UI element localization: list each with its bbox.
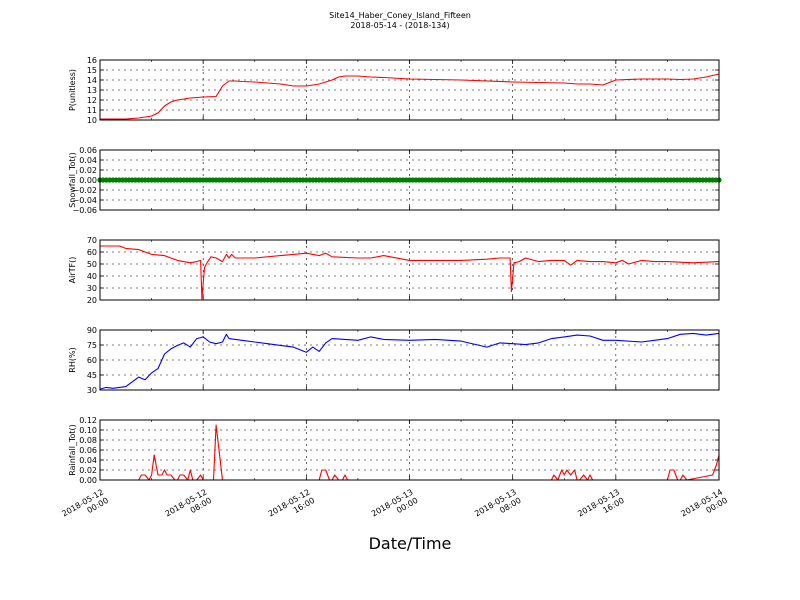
y-tick-label: 0.08 [79,436,97,445]
x-tick-label: 2018-05-1216:00 [267,487,317,526]
y-tick-label: 90 [87,326,97,335]
panel-5: 0.000.020.040.060.080.100.12Rainfall_Tot… [68,416,720,485]
series-line [100,245,720,300]
y-axis-label: Snowfall_Tot() [68,152,77,208]
y-tick-label: 45 [87,371,97,380]
series-line [99,332,720,390]
y-tick-label: 70 [87,236,97,245]
y-tick-label: 0.00 [79,176,97,185]
y-tick-label: 13 [87,86,97,95]
series-line [100,73,720,120]
axes-frame [99,329,720,391]
y-tick-label: 0.06 [79,446,97,455]
y-tick-label: 12 [87,96,97,105]
y-axis-label: AirTF() [68,257,77,284]
y-tick-label: −0.02 [72,186,97,195]
axes-frame [99,419,720,481]
y-tick-label: 10 [87,116,97,125]
y-axis-label: Rainfall_Tot() [68,424,77,476]
axes-frame [99,239,720,301]
x-tick-label: 2018-05-1200:00 [60,487,110,526]
y-tick-label: −0.04 [72,196,97,205]
x-tick-label: 2018-05-1300:00 [370,487,420,526]
y-axis-label: P(unitless) [68,69,77,111]
y-tick-label: 75 [87,341,97,350]
panel-4: 30 45 60 75 90 RH(%) [68,326,720,395]
chart-subtitle: 2018-05-14 - (2018-134) [350,21,450,30]
y-tick-label: 0.12 [79,416,97,425]
axes-frame [99,149,720,211]
y-tick-label: 0.02 [79,466,97,475]
y-tick-label: 14 [87,76,97,85]
x-tick-label: 2018-05-1208:00 [164,487,214,526]
y-tick-label: 50 [87,260,97,269]
y-tick-label: 30 [87,386,97,395]
y-tick-label: 16 [87,56,97,65]
y-axis-label: RH(%) [68,347,77,372]
y-tick-label: 0.02 [79,166,97,175]
y-tick-label: 15 [87,66,97,75]
y-tick-label: 40 [87,272,97,281]
chart-title: Site14_Haber_Coney_Island_Fifteen [329,11,471,20]
y-tick-label: 11 [87,106,97,115]
x-tick-label: 2018-05-1308:00 [473,487,523,526]
y-tick-label: 60 [87,248,97,257]
panel-3: 20 30 40 50 60 70 AirTF() [68,236,720,305]
y-tick-label: 0.06 [79,146,97,155]
y-tick-label: 60 [87,356,97,365]
x-axis-label: Date/Time [368,534,452,553]
y-tick-label: 0.04 [79,156,97,165]
x-tick-label: 2018-05-1400:00 [679,487,729,526]
axes-frame [99,59,720,121]
y-tick-label: 20 [87,296,97,305]
y-tick-label: 0.10 [79,426,97,435]
y-tick-label: 0.04 [79,456,97,465]
panel-2: −0.06−0.04−0.020.000.020.040.06Snowfall_… [68,146,722,215]
y-tick-label: 0.00 [79,476,97,485]
x-tick-label: 2018-05-1316:00 [576,487,626,526]
y-tick-label: −0.06 [72,206,97,215]
y-tick-label: 30 [87,284,97,293]
